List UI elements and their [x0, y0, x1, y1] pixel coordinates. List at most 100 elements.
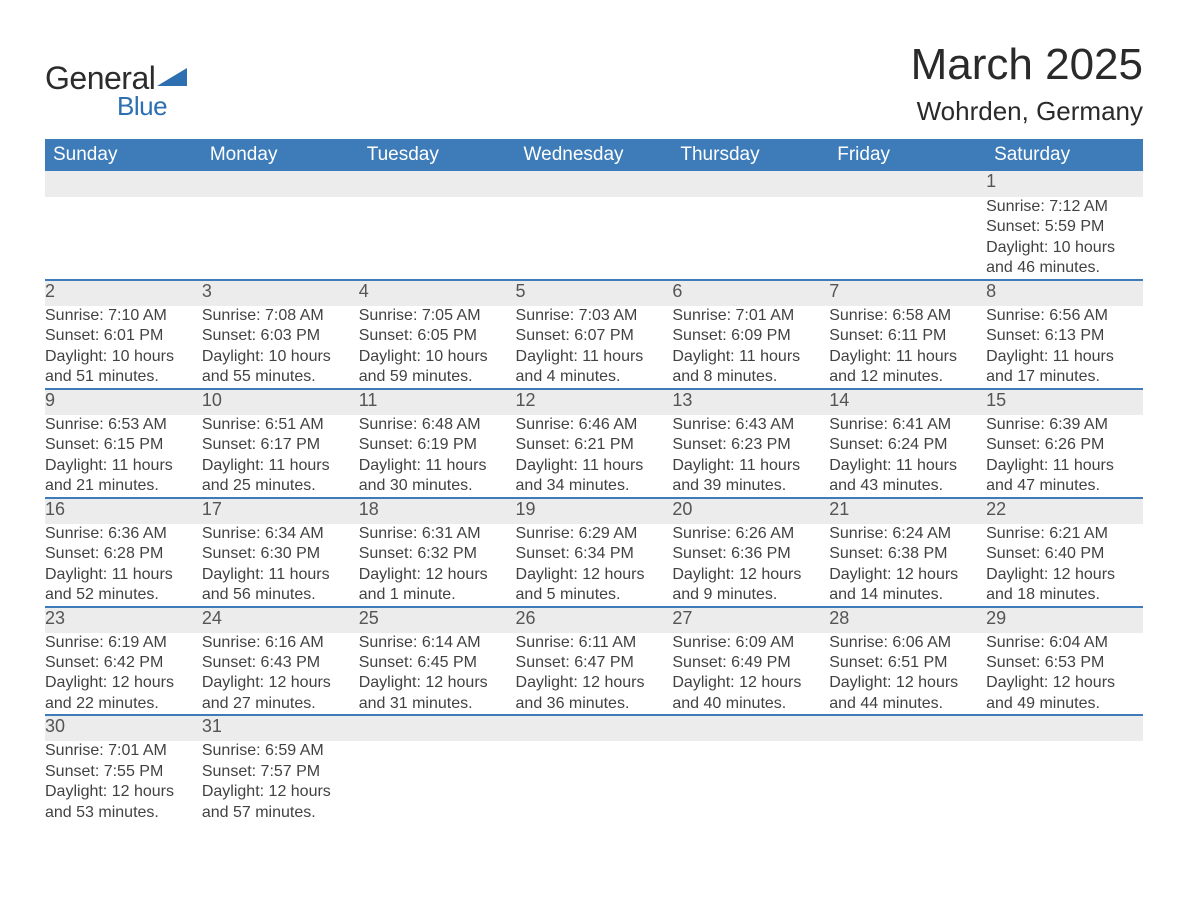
daylight-line-2: and 36 minutes.	[516, 694, 673, 714]
day-number-cell: 28	[829, 607, 986, 633]
day-number-row: 1	[45, 171, 1143, 197]
day-number-cell	[45, 171, 202, 197]
daylight-line-2: and 39 minutes.	[672, 476, 829, 496]
daylight-line-2: and 31 minutes.	[359, 694, 516, 714]
daylight-line-2: and 27 minutes.	[202, 694, 359, 714]
weekday-header: Monday	[202, 139, 359, 171]
day-number-row: 2345678	[45, 280, 1143, 306]
sunrise-line: Sunrise: 6:21 AM	[986, 524, 1143, 544]
daylight-line-2: and 55 minutes.	[202, 367, 359, 387]
day-detail-cell: Sunrise: 6:16 AMSunset: 6:43 PMDaylight:…	[202, 633, 359, 716]
day-number-cell: 8	[986, 280, 1143, 306]
daylight-line-2: and 17 minutes.	[986, 367, 1143, 387]
day-number-cell	[829, 171, 986, 197]
day-detail-cell: Sunrise: 6:46 AMSunset: 6:21 PMDaylight:…	[516, 415, 673, 498]
brand-logo: General Blue	[45, 60, 187, 122]
daylight-line-2: and 8 minutes.	[672, 367, 829, 387]
daylight-line-2: and 44 minutes.	[829, 694, 986, 714]
sunset-line: Sunset: 6:53 PM	[986, 653, 1143, 673]
daylight-line-1: Daylight: 12 hours	[516, 673, 673, 693]
location-subtitle: Wohrden, Germany	[911, 96, 1143, 127]
daylight-line-1: Daylight: 11 hours	[672, 347, 829, 367]
day-number-cell	[516, 715, 673, 741]
daylight-line-1: Daylight: 10 hours	[359, 347, 516, 367]
day-detail-row: Sunrise: 7:12 AMSunset: 5:59 PMDaylight:…	[45, 197, 1143, 280]
sunrise-line: Sunrise: 7:01 AM	[672, 306, 829, 326]
daylight-line-1: Daylight: 12 hours	[672, 673, 829, 693]
sunset-line: Sunset: 6:49 PM	[672, 653, 829, 673]
sunrise-line: Sunrise: 6:53 AM	[45, 415, 202, 435]
day-number-row: 3031	[45, 715, 1143, 741]
day-number-row: 23242526272829	[45, 607, 1143, 633]
day-detail-cell: Sunrise: 6:19 AMSunset: 6:42 PMDaylight:…	[45, 633, 202, 716]
sunset-line: Sunset: 6:23 PM	[672, 435, 829, 455]
day-detail-cell	[829, 197, 986, 280]
day-detail-cell	[202, 197, 359, 280]
brand-blue: Blue	[117, 91, 187, 122]
sunrise-line: Sunrise: 6:11 AM	[516, 633, 673, 653]
daylight-line-1: Daylight: 10 hours	[202, 347, 359, 367]
day-detail-cell: Sunrise: 6:56 AMSunset: 6:13 PMDaylight:…	[986, 306, 1143, 389]
sunrise-line: Sunrise: 6:24 AM	[829, 524, 986, 544]
sunset-line: Sunset: 6:17 PM	[202, 435, 359, 455]
day-detail-cell: Sunrise: 6:06 AMSunset: 6:51 PMDaylight:…	[829, 633, 986, 716]
daylight-line-2: and 53 minutes.	[45, 803, 202, 823]
sunrise-line: Sunrise: 6:26 AM	[672, 524, 829, 544]
sunset-line: Sunset: 6:42 PM	[45, 653, 202, 673]
daylight-line-2: and 1 minute.	[359, 585, 516, 605]
day-detail-cell	[516, 741, 673, 823]
daylight-line-2: and 14 minutes.	[829, 585, 986, 605]
day-number-cell: 19	[516, 498, 673, 524]
sunset-line: Sunset: 6:38 PM	[829, 544, 986, 564]
daylight-line-1: Daylight: 12 hours	[45, 782, 202, 802]
sunrise-line: Sunrise: 6:14 AM	[359, 633, 516, 653]
sunset-line: Sunset: 6:43 PM	[202, 653, 359, 673]
sunset-line: Sunset: 6:36 PM	[672, 544, 829, 564]
day-detail-cell: Sunrise: 7:12 AMSunset: 5:59 PMDaylight:…	[986, 197, 1143, 280]
day-detail-cell	[359, 741, 516, 823]
day-number-cell: 26	[516, 607, 673, 633]
daylight-line-2: and 40 minutes.	[672, 694, 829, 714]
sunrise-line: Sunrise: 6:29 AM	[516, 524, 673, 544]
daylight-line-2: and 21 minutes.	[45, 476, 202, 496]
brand-triangle-icon	[157, 64, 187, 91]
daylight-line-1: Daylight: 12 hours	[672, 565, 829, 585]
day-number-cell: 6	[672, 280, 829, 306]
day-detail-row: Sunrise: 7:10 AMSunset: 6:01 PMDaylight:…	[45, 306, 1143, 389]
sunset-line: Sunset: 6:45 PM	[359, 653, 516, 673]
day-detail-cell: Sunrise: 6:31 AMSunset: 6:32 PMDaylight:…	[359, 524, 516, 607]
daylight-line-1: Daylight: 11 hours	[516, 347, 673, 367]
sunrise-line: Sunrise: 7:01 AM	[45, 741, 202, 761]
day-number-cell	[672, 171, 829, 197]
daylight-line-2: and 47 minutes.	[986, 476, 1143, 496]
sunset-line: Sunset: 6:51 PM	[829, 653, 986, 673]
sunset-line: Sunset: 7:55 PM	[45, 762, 202, 782]
day-detail-cell: Sunrise: 6:59 AMSunset: 7:57 PMDaylight:…	[202, 741, 359, 823]
day-detail-cell: Sunrise: 7:01 AMSunset: 7:55 PMDaylight:…	[45, 741, 202, 823]
sunset-line: Sunset: 6:40 PM	[986, 544, 1143, 564]
day-number-cell: 5	[516, 280, 673, 306]
day-detail-row: Sunrise: 7:01 AMSunset: 7:55 PMDaylight:…	[45, 741, 1143, 823]
sunrise-line: Sunrise: 6:36 AM	[45, 524, 202, 544]
day-detail-cell: Sunrise: 6:41 AMSunset: 6:24 PMDaylight:…	[829, 415, 986, 498]
sunset-line: Sunset: 6:01 PM	[45, 326, 202, 346]
daylight-line-1: Daylight: 11 hours	[516, 456, 673, 476]
daylight-line-1: Daylight: 12 hours	[829, 565, 986, 585]
day-detail-cell: Sunrise: 6:11 AMSunset: 6:47 PMDaylight:…	[516, 633, 673, 716]
daylight-line-1: Daylight: 12 hours	[359, 565, 516, 585]
sunset-line: Sunset: 6:47 PM	[516, 653, 673, 673]
daylight-line-1: Daylight: 12 hours	[986, 673, 1143, 693]
sunrise-line: Sunrise: 6:19 AM	[45, 633, 202, 653]
day-detail-cell: Sunrise: 7:03 AMSunset: 6:07 PMDaylight:…	[516, 306, 673, 389]
daylight-line-1: Daylight: 12 hours	[829, 673, 986, 693]
day-number-cell: 4	[359, 280, 516, 306]
day-detail-cell	[986, 741, 1143, 823]
sunset-line: Sunset: 5:59 PM	[986, 217, 1143, 237]
day-number-cell: 30	[45, 715, 202, 741]
day-number-cell: 17	[202, 498, 359, 524]
sunrise-line: Sunrise: 6:31 AM	[359, 524, 516, 544]
daylight-line-2: and 5 minutes.	[516, 585, 673, 605]
day-number-cell	[359, 171, 516, 197]
day-detail-row: Sunrise: 6:19 AMSunset: 6:42 PM Daylight:…	[45, 633, 1143, 716]
month-title: March 2025	[911, 40, 1143, 90]
